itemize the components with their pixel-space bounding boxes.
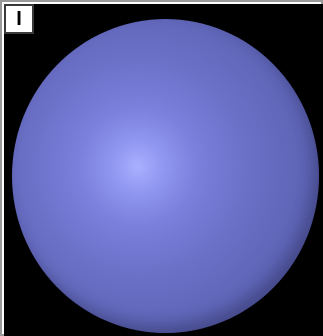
render-scene	[4, 4, 323, 336]
shaded-sphere	[12, 19, 319, 333]
panel-label: I	[4, 4, 34, 34]
